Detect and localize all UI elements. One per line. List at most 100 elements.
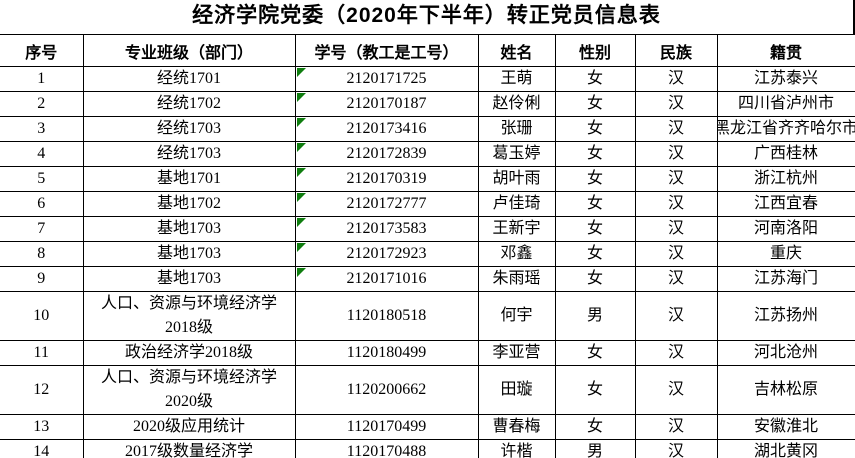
- cell-text: 1120170499: [346, 418, 427, 435]
- column-header-native_place: 籍贯: [716, 34, 855, 67]
- cell-no: 3: [0, 116, 84, 142]
- cell-text: 江苏泰兴: [753, 70, 818, 87]
- cell-text: 汉: [667, 245, 684, 262]
- cell-no: 11: [0, 340, 84, 366]
- cell-student_id: 2120173416: [294, 116, 479, 142]
- cell-major_class: 基地1702: [82, 191, 296, 217]
- cell-native_place: 浙江杭州: [716, 166, 855, 192]
- cell-text: 经统1701: [156, 70, 221, 87]
- cell-native_place: 江苏海门: [716, 266, 855, 292]
- cell-gender: 女: [554, 166, 636, 192]
- table-row: 6 基地1702 2120172777 卢佳琦 女 汉 江西宜春: [0, 191, 855, 217]
- cell-text: 汉: [667, 418, 684, 435]
- number-stored-as-text-triangle-icon: [296, 193, 306, 202]
- table-row: 5 基地1701 2120170319 胡叶雨 女 汉 浙江杭州: [0, 166, 855, 192]
- cell-ethnicity: 汉: [634, 191, 718, 217]
- cell-name: 卢佳琦: [477, 191, 556, 217]
- cell-ethnicity: 汉: [634, 365, 718, 415]
- cell-no: 1: [0, 66, 84, 92]
- cell-text: 安徽淮北: [753, 418, 818, 435]
- cell-student_id: 2120171016: [294, 266, 479, 292]
- cell-text: 何宇: [500, 307, 533, 324]
- header-row: 序号 专业班级（部门） 学号（教工是工号） 姓名 性别 民族 籍贯: [0, 34, 855, 67]
- cell-native_place: 广西桂林: [716, 141, 855, 167]
- cell-no: 2: [0, 91, 84, 117]
- cell-student_id: 2120171725: [294, 66, 479, 92]
- cell-text: 基地1702: [156, 195, 221, 212]
- cell-name: 朱雨瑶: [477, 266, 556, 292]
- cell-text: 2120170319: [346, 170, 427, 187]
- cell-major_class: 基地1703: [82, 216, 296, 242]
- cell-major_class: 经统1701: [82, 66, 296, 92]
- cell-ethnicity: 汉: [634, 241, 718, 267]
- cell-no: 5: [0, 166, 84, 192]
- table-row: 3 经统1703 2120173416 张珊 女 汉 黑龙江省齐齐哈尔市: [0, 116, 855, 142]
- cell-ethnicity: 汉: [634, 414, 718, 440]
- cell-major_class: 政治经济学2018级: [82, 340, 296, 366]
- cell-text: 2120170187: [346, 95, 427, 112]
- cell-gender: 女: [554, 116, 636, 142]
- cell-text: 女: [586, 270, 603, 287]
- cell-student_id: 2120172839: [294, 141, 479, 167]
- cell-text: 河南洛阳: [753, 220, 818, 237]
- cell-gender: 女: [554, 266, 636, 292]
- cell-major_class: 经统1703: [82, 116, 296, 142]
- cell-gender: 男: [554, 439, 636, 458]
- cell-major_class: 基地1701: [82, 166, 296, 192]
- cell-student_id: 2120172923: [294, 241, 479, 267]
- cell-text: 王新宇: [492, 220, 541, 237]
- table-row: 8 基地1703 2120172923 邓鑫 女 汉 重庆: [0, 241, 855, 267]
- cell-text: 政治经济学2018级: [124, 344, 253, 361]
- cell-text: 2120171725: [346, 70, 427, 87]
- cell-name: 王萌: [477, 66, 556, 92]
- cell-text: 基地1703: [156, 270, 221, 287]
- cell-ethnicity: 汉: [634, 439, 718, 458]
- cell-text: 浙江杭州: [753, 170, 818, 187]
- cell-text: 2120173416: [346, 120, 427, 137]
- cell-native_place: 安徽淮北: [716, 414, 855, 440]
- cell-text: 黑龙江省齐齐哈尔市: [717, 120, 855, 137]
- cell-name: 赵伶俐: [477, 91, 556, 117]
- cell-major_class: 经统1702: [82, 91, 296, 117]
- cell-text: 女: [586, 145, 603, 162]
- table-row: 1 经统1701 2120171725 王萌 女 汉 江苏泰兴: [0, 66, 855, 92]
- cell-name: 田璇: [477, 365, 556, 415]
- cell-ethnicity: 汉: [634, 291, 718, 341]
- cell-name: 许楷: [477, 439, 556, 458]
- cell-text: 2120173583: [346, 220, 427, 237]
- cell-major_class: 人口、资源与环境经济学 2018级: [82, 291, 296, 341]
- cell-text: 14: [33, 443, 50, 458]
- cell-text: 5: [37, 170, 46, 187]
- cell-text: 男: [586, 443, 603, 458]
- table-row: 7 基地1703 2120173583 王新宇 女 汉 河南洛阳: [0, 216, 855, 242]
- cell-native_place: 江西宜春: [716, 191, 855, 217]
- cell-native_place: 重庆: [716, 241, 855, 267]
- cell-text: 12: [33, 381, 50, 398]
- cell-text: 女: [586, 95, 603, 112]
- table-row: 10 人口、资源与环境经济学 2018级 1120180518 何宇 男 汉 江苏扬州: [0, 291, 855, 341]
- cell-gender: 女: [554, 141, 636, 167]
- cell-text: 1120200662: [346, 381, 427, 398]
- cell-text: 女: [586, 418, 603, 435]
- cell-text: 1120180518: [346, 307, 427, 324]
- cell-text: 汉: [667, 70, 684, 87]
- cell-gender: 女: [554, 241, 636, 267]
- cell-text: 女: [586, 344, 603, 361]
- cell-name: 邓鑫: [477, 241, 556, 267]
- number-stored-as-text-triangle-icon: [296, 118, 306, 127]
- number-stored-as-text-triangle-icon: [296, 218, 306, 227]
- number-stored-as-text-triangle-icon: [296, 93, 306, 102]
- cell-text: 葛玉婷: [492, 145, 541, 162]
- cell-name: 张珊: [477, 116, 556, 142]
- cell-name: 曹春梅: [477, 414, 556, 440]
- cell-text: 汉: [667, 195, 684, 212]
- table-row: 14 2017级数量经济学 1120170488 许楷 男 汉 湖北黄冈: [0, 439, 855, 458]
- cell-text: 1120180499: [346, 344, 427, 361]
- cell-gender: 女: [554, 216, 636, 242]
- cell-student_id: 2120172777: [294, 191, 479, 217]
- number-stored-as-text-triangle-icon: [296, 268, 306, 277]
- table-row: 9 基地1703 2120171016 朱雨瑶 女 汉 江苏海门: [0, 266, 855, 292]
- cell-native_place: 黑龙江省齐齐哈尔市: [716, 116, 855, 142]
- column-header-ethnicity: 民族: [634, 34, 718, 67]
